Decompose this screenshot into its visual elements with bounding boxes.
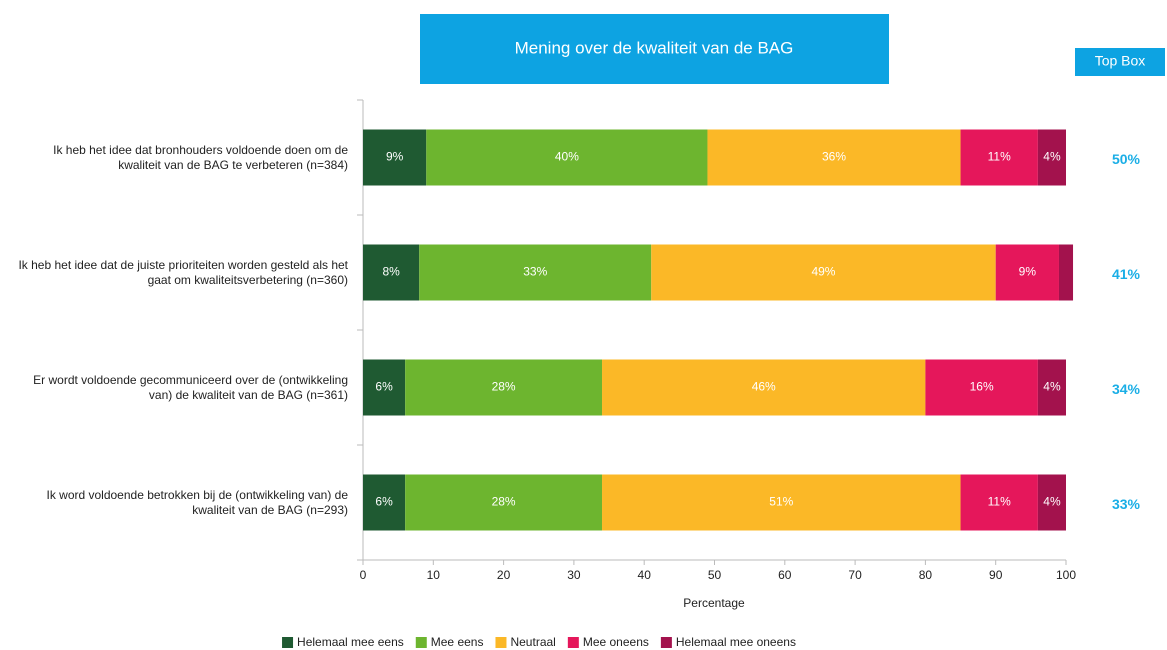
title-box	[420, 14, 889, 84]
legend-swatch	[495, 637, 507, 648]
value-label: 4%	[1043, 380, 1061, 394]
legend-swatch	[415, 637, 427, 648]
x-tick-label: 20	[497, 568, 511, 582]
bar-segment	[602, 359, 926, 416]
x-tick-label: 50	[708, 568, 722, 582]
x-axis-label: Percentage	[683, 596, 745, 610]
top-box-header-box	[1075, 48, 1165, 76]
value-label: 28%	[492, 380, 516, 394]
x-tick-label: 100	[1056, 568, 1076, 582]
bar-segment	[1058, 244, 1074, 301]
bar-segment	[707, 129, 961, 186]
value-label: 6%	[375, 495, 393, 509]
bar-segment	[363, 474, 406, 531]
legend-swatch	[282, 637, 294, 648]
value-label: 8%	[382, 265, 400, 279]
value-label: 36%	[822, 150, 846, 164]
category-label: Ik heb het idee dat bronhouders voldoend…	[53, 142, 348, 172]
value-label: 40%	[555, 150, 579, 164]
legend-label: Mee oneens	[583, 635, 649, 649]
legend-swatch	[567, 637, 579, 648]
value-label: 28%	[492, 495, 516, 509]
x-tick-label: 60	[778, 568, 792, 582]
bar-segment	[363, 129, 427, 186]
chart-title: Mening over de kwaliteit van de BAG	[515, 38, 794, 57]
value-label: 4%	[1043, 495, 1061, 509]
bar-segment	[405, 474, 603, 531]
bar-segment	[1037, 129, 1066, 186]
value-label: 16%	[970, 380, 994, 394]
x-tick-label: 80	[919, 568, 933, 582]
legend-label: Neutraal	[510, 635, 555, 649]
category-label: Er wordt voldoende gecommuniceerd over d…	[33, 372, 348, 402]
legend-label: Mee eens	[431, 635, 484, 649]
bar-segment	[419, 244, 652, 301]
bar-segment	[1037, 359, 1066, 416]
bar-segment	[363, 359, 406, 416]
value-label: 4%	[1043, 150, 1061, 164]
value-label: 9%	[1019, 265, 1037, 279]
category-label: Ik heb het idee dat de juiste prioriteit…	[18, 257, 348, 287]
value-label: 11%	[988, 150, 1011, 164]
bar-segment	[363, 244, 420, 301]
top-box-title: Top Box	[1095, 53, 1146, 69]
bar-segment	[426, 129, 708, 186]
bar-segment	[405, 359, 603, 416]
value-label: 49%	[811, 265, 835, 279]
x-tick-label: 70	[848, 568, 862, 582]
x-tick-label: 10	[427, 568, 441, 582]
value-label: 46%	[752, 380, 776, 394]
top-box-value: 50%	[1112, 151, 1141, 167]
category-label: Ik word voldoende betrokken bij de (ontw…	[46, 487, 348, 517]
bar-segment	[925, 359, 1038, 416]
top-box-value: 33%	[1112, 496, 1141, 512]
x-tick-label: 40	[638, 568, 652, 582]
bar-segment	[960, 474, 1038, 531]
x-tick-label: 30	[567, 568, 581, 582]
bar-segment	[602, 474, 961, 531]
top-box-value: 34%	[1112, 381, 1141, 397]
value-label: 33%	[523, 265, 547, 279]
value-label: 9%	[386, 150, 404, 164]
value-label: 51%	[769, 495, 793, 509]
x-tick-label: 0	[360, 568, 367, 582]
x-tick-label: 90	[989, 568, 1003, 582]
bar-segment	[995, 244, 1059, 301]
value-label: 6%	[375, 380, 393, 394]
legend-label: Helemaal mee oneens	[676, 635, 796, 649]
legend-swatch	[660, 637, 672, 648]
value-label: 11%	[988, 495, 1011, 509]
legend-label: Helemaal mee eens	[297, 635, 404, 649]
bar-segment	[1037, 474, 1066, 531]
bar-segment	[651, 244, 996, 301]
top-box-value: 41%	[1112, 266, 1141, 282]
bar-segment	[960, 129, 1038, 186]
